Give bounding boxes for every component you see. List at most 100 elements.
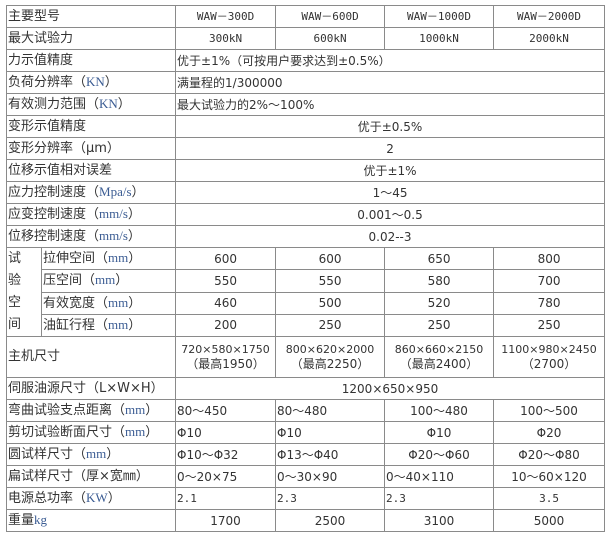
row-label: 负荷分辨率（KN）	[5, 71, 177, 94]
label-text: ）	[145, 403, 159, 418]
cell: 200	[175, 313, 277, 338]
unit-text: mm	[125, 402, 146, 417]
cell: 250	[493, 313, 606, 338]
unit-text: mm	[125, 424, 146, 439]
cell: Φ20～Φ80	[493, 443, 606, 466]
unit-text: Mpa/s	[99, 184, 132, 199]
label-text: 油缸行程（	[43, 317, 109, 333]
cell: 2	[175, 137, 606, 160]
row-label: 圆试样尺寸（mm）	[5, 443, 177, 466]
height-text: （2700）	[521, 356, 577, 371]
label-text: 负荷分辨率（	[8, 75, 87, 90]
height-text: （最高1950）	[186, 356, 265, 371]
label-text: ）	[127, 207, 141, 222]
unit-text: mm	[95, 272, 116, 288]
label-text: 有效宽度（	[43, 295, 109, 311]
row-main-size: 主机尺寸 720×580×1750 （最高1950） 800×620×2000 （最…	[5, 336, 606, 378]
row-label: 位移示值相对误差	[5, 159, 177, 182]
cell: 1700	[175, 509, 277, 532]
row-max-force: 最大试验力 300kN 600kN 1000kN 2000kN	[5, 27, 606, 50]
row-label: 应力控制速度（Mpa/s）	[5, 181, 177, 204]
label-text: ）	[104, 75, 118, 90]
row-disp-speed: 位移控制速度（mm/s） 0.02--3	[5, 225, 606, 248]
cell: 800×620×2000 （最高2250）	[275, 336, 386, 378]
cell: 600kN	[275, 27, 386, 50]
row-model: 主要型号 WAW－300D WAW－600D WAW－1000D WAW－200…	[5, 5, 606, 28]
unit-text: kg	[34, 512, 48, 527]
cell: 780	[493, 291, 606, 315]
cell: 860×660×2150 （最高2400）	[384, 336, 495, 378]
row-label: 位移控制速度（mm/s）	[5, 225, 177, 248]
row-label: 剪切试验断面尺寸（mm）	[5, 421, 177, 444]
unit-text: KW	[86, 490, 108, 505]
cell: Φ10	[275, 421, 386, 444]
label-text: ）	[117, 97, 131, 112]
group-char: 间	[8, 317, 22, 332]
cell: 550	[175, 269, 277, 293]
size-text: 1100×980×2450	[501, 342, 597, 356]
row-label: 电源总功率（KW）	[5, 487, 177, 510]
row-power: 电源总功率（KW） 2.1 2.3 2.3 3.5	[5, 487, 606, 510]
cell: 720×580×1750 （最高1950）	[175, 336, 277, 378]
cell: 满量程的1/300000	[175, 71, 606, 94]
cell: 460	[175, 291, 277, 315]
cell: 优于±1%（可按用户要求达到±0.5%）	[175, 49, 606, 72]
label-text: ）	[115, 273, 129, 289]
unit-text: mm	[86, 446, 107, 461]
row-deform-resolution: 变形分辨率（μm） 2	[5, 137, 606, 160]
row-label: 油缸行程（mm）	[40, 313, 177, 338]
row-label: 有效宽度（mm）	[40, 291, 177, 315]
row-label: 变形分辨率（μm）	[5, 137, 177, 160]
cell: 80～480	[275, 399, 386, 422]
row-label: 有效测力范围（KN）	[5, 93, 177, 116]
model-cell: WAW－1000D	[384, 5, 495, 28]
row-weight: 重量kg 1700 2500 3100 5000	[5, 509, 606, 532]
cell: 100～500	[493, 399, 606, 422]
cell: 10～60×120	[493, 465, 606, 488]
label-text: ）	[128, 251, 142, 267]
row-label: 应变控制速度（mm/s）	[5, 203, 177, 226]
label-text: ）	[128, 295, 142, 311]
label-text: ）	[128, 317, 142, 333]
cell: 250	[384, 313, 495, 338]
row-force-accuracy: 力示值精度 优于±1%（可按用户要求达到±0.5%）	[5, 49, 606, 72]
label-text: ）	[127, 229, 141, 244]
cell: 优于±0.5%	[175, 115, 606, 138]
cell: 580	[384, 269, 495, 293]
cell: Φ10	[384, 421, 495, 444]
cell: 0.02--3	[175, 225, 606, 248]
cell: 2.3	[384, 487, 495, 510]
height-text: （最高2400）	[399, 356, 479, 371]
row-load-resolution: 负荷分辨率（KN） 满量程的1/300000	[5, 71, 606, 94]
row-label: 最大试验力	[5, 27, 177, 50]
label-text: ）	[145, 425, 159, 440]
label-text: ）	[106, 447, 120, 462]
size-text: 860×660×2150	[394, 342, 484, 356]
unit-text: mm/s	[99, 206, 128, 221]
spec-table: 主要型号 WAW－300D WAW－600D WAW－1000D WAW－200…	[5, 5, 606, 532]
label-text: ）	[131, 185, 145, 200]
row-force-range: 有效测力范围（KN） 最大试验力的2%～100%	[5, 93, 606, 116]
cell: 0～20×75	[175, 465, 277, 488]
cell: 0.001～0.5	[175, 203, 606, 226]
cell: 1000kN	[384, 27, 495, 50]
cell: 3100	[384, 509, 495, 532]
cell: 600	[275, 246, 386, 271]
unit-text: mm/s	[99, 228, 128, 243]
label-text: ）	[107, 491, 121, 506]
cell: 550	[275, 269, 386, 293]
model-cell: WAW－2000D	[493, 5, 606, 28]
cell: Φ20～Φ60	[384, 443, 495, 466]
cell: 最大试验力的2%～100%	[175, 93, 606, 116]
cell: 650	[384, 246, 495, 271]
size-text: 720×580×1750	[181, 342, 270, 356]
group-char: 验	[8, 273, 22, 288]
label-text: 有效测力范围（	[8, 97, 100, 112]
label-text: 应变控制速度（	[8, 207, 100, 222]
label-text: 圆试样尺寸（	[8, 447, 87, 462]
label-text: 电源总功率（	[8, 491, 87, 506]
cell: 250	[275, 313, 386, 338]
cell: 1200×650×950	[175, 377, 606, 400]
unit-text: KN	[86, 74, 105, 89]
cell: 800	[493, 246, 606, 271]
